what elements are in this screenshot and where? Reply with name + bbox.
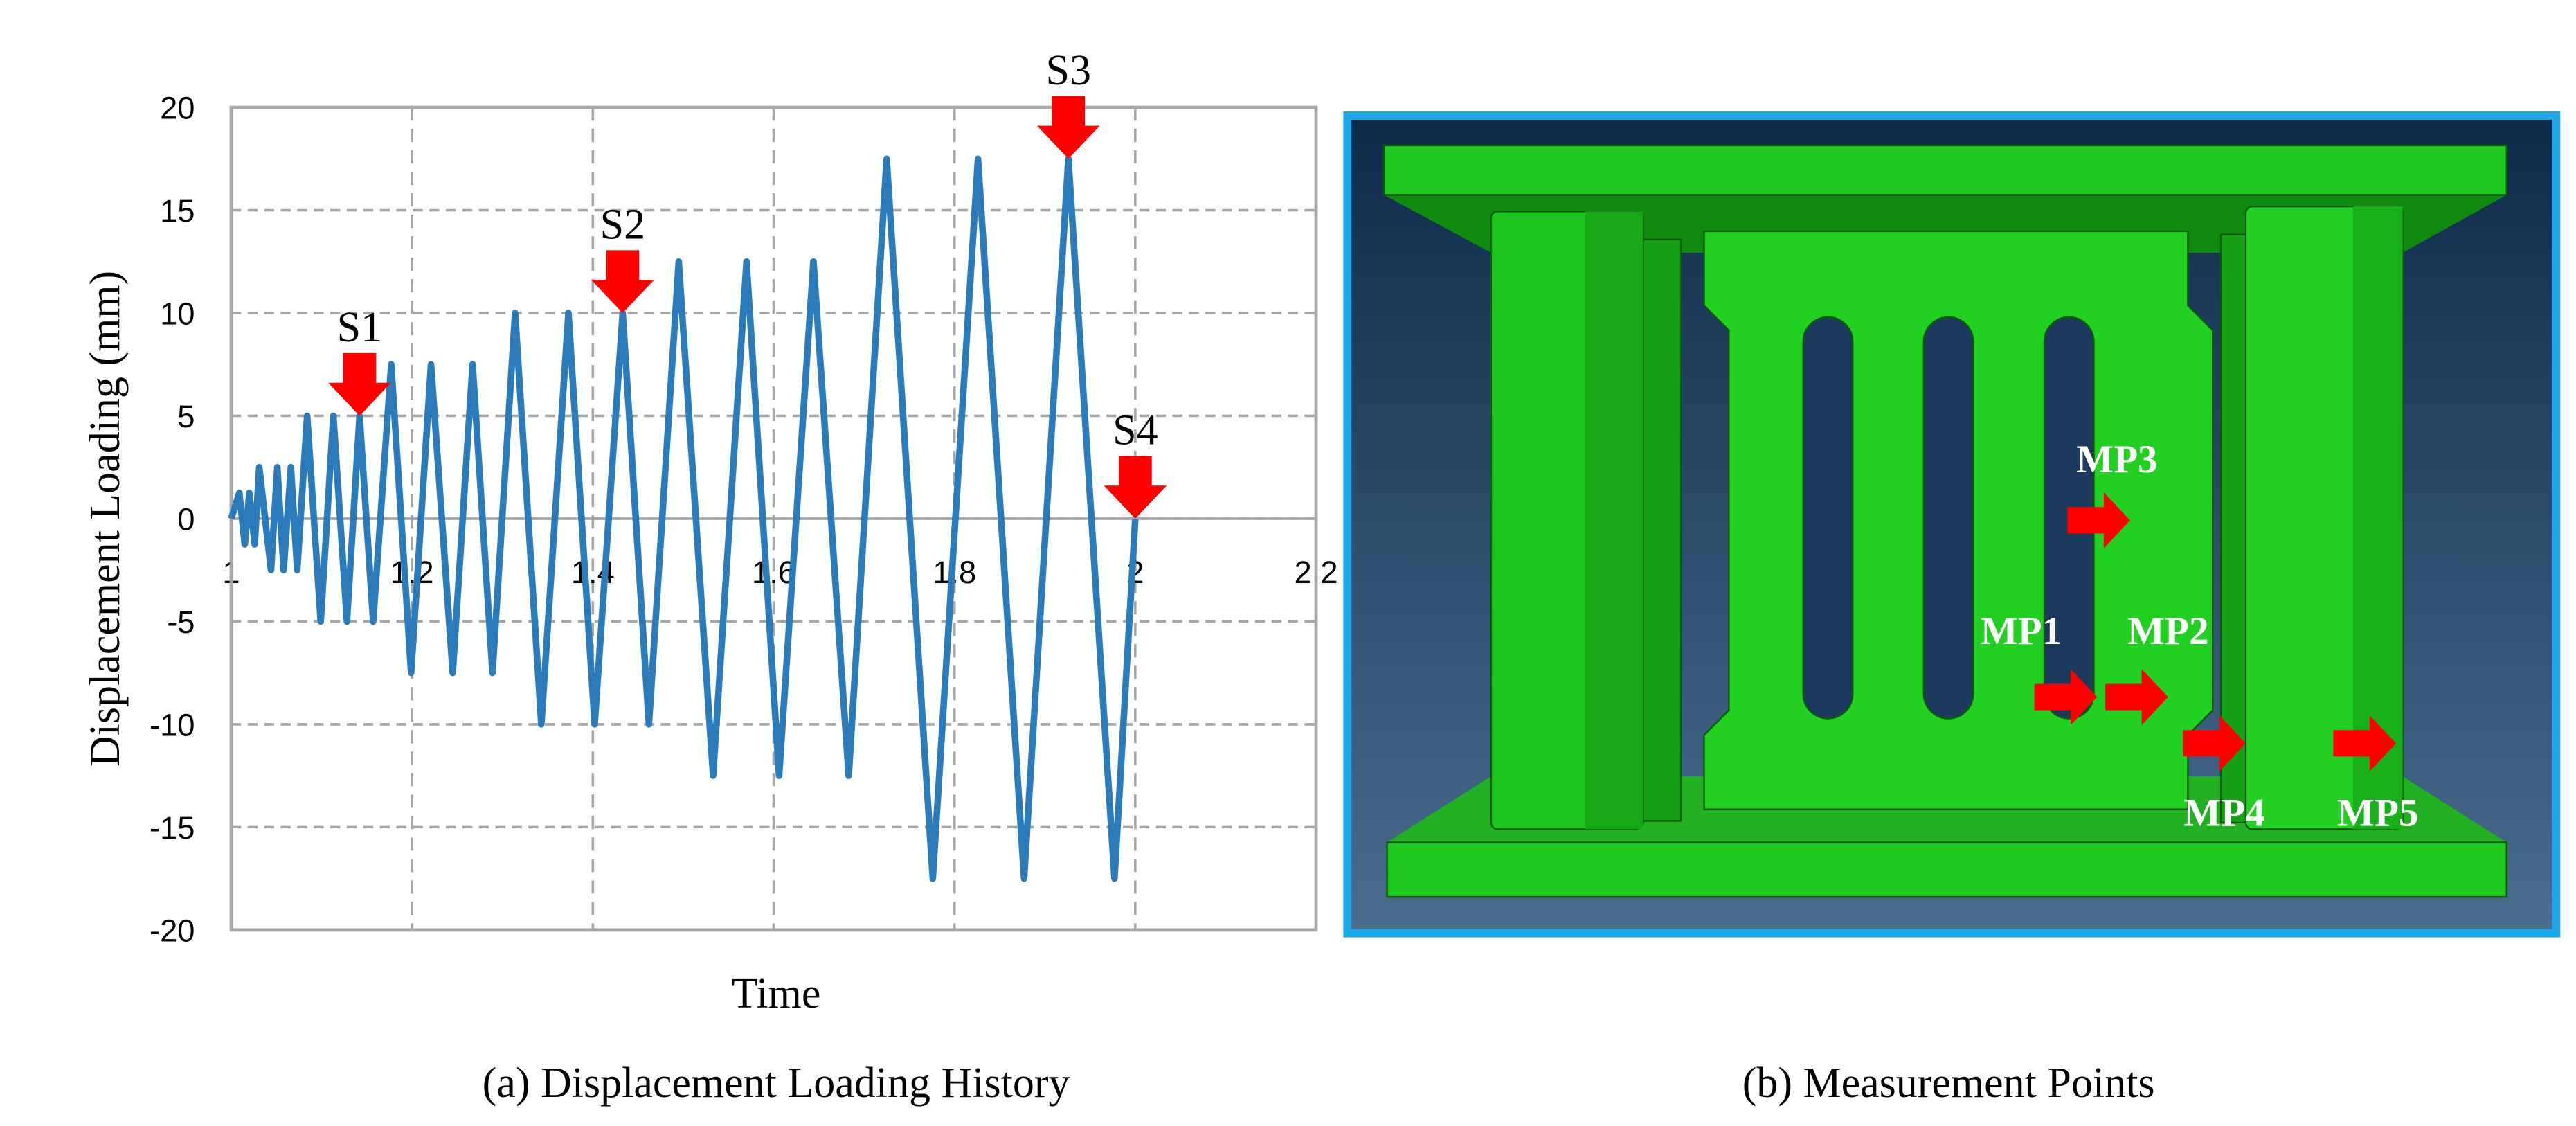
annotation-label: S2 [600, 202, 645, 249]
top-plate [1382, 144, 2507, 196]
model-view [1343, 111, 2561, 938]
caption: (b) Measurement Points [1742, 1060, 2155, 1107]
caption: (a) Displacement Loading History [483, 1060, 1070, 1107]
slot [1922, 316, 1974, 720]
annotation-label: S4 [1113, 407, 1158, 454]
mp-arrow [2183, 715, 2246, 771]
y-tick-label: -20 [150, 913, 195, 949]
annotation-label: S3 [1045, 47, 1090, 94]
annotation-label: S1 [337, 304, 382, 351]
data-line [228, 155, 1139, 882]
x-tick-label: 1.2 [390, 555, 434, 590]
mp-arrow [2105, 669, 2168, 726]
annotation-arrow [1104, 456, 1167, 519]
y-tick-label: -10 [150, 708, 195, 743]
mp-label: MP1 [1981, 609, 2062, 653]
mp-arrow [2034, 669, 2098, 726]
bottom-plate [1386, 841, 2507, 898]
slot [1802, 316, 1854, 720]
x-axis-label: Time [732, 970, 821, 1017]
annotation-arrow [1036, 96, 1100, 159]
measurement-points: MP1 MP2 MP3 MP4 MP5 [1981, 438, 2419, 834]
y-tick-label: 10 [160, 296, 195, 332]
y-tick-label: 15 [160, 193, 195, 229]
mp-label: MP5 [2337, 792, 2419, 835]
y-tick-label: 20 [160, 91, 195, 126]
mp-label: MP2 [2127, 609, 2209, 653]
y-tick-label: -15 [150, 810, 195, 846]
column-shade [1585, 211, 1643, 830]
mp-label: MP4 [2183, 792, 2265, 835]
y-tick-label: 5 [177, 399, 195, 434]
x-tick-label: 1.6 [752, 555, 795, 590]
y-tick-label: -5 [167, 605, 195, 640]
mp-arrow [2067, 492, 2130, 548]
annotation-arrow [591, 250, 654, 313]
mp-label: MP3 [2076, 438, 2158, 481]
y-axis-label: Displacement Loading (mm) [82, 271, 129, 767]
y-tick-label: 0 [177, 502, 195, 537]
annotation-arrow [328, 352, 391, 416]
mp-arrow [2333, 715, 2396, 771]
